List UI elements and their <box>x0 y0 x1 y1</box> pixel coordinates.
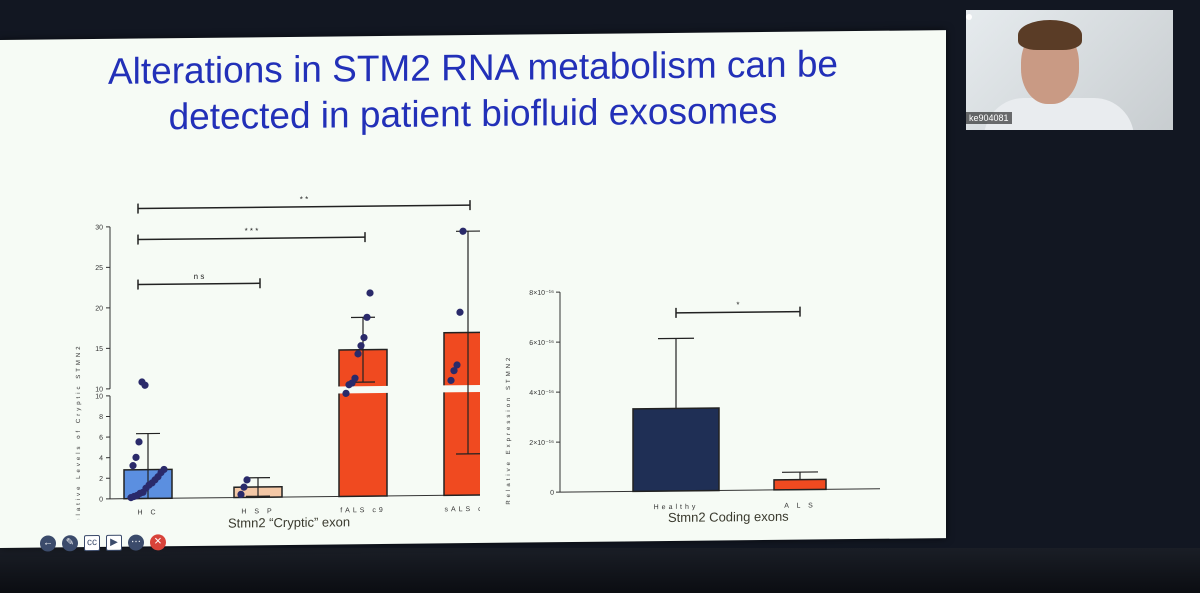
significance-label: * * <box>300 195 308 204</box>
y-tick-label: 20 <box>95 305 103 312</box>
data-point <box>450 367 458 375</box>
y-tick-label: 0 <box>99 496 103 503</box>
data-point <box>447 376 455 385</box>
bar-1 <box>773 478 827 491</box>
y-tick-label: 10 <box>95 386 103 393</box>
y-tick-label: 15 <box>95 346 103 353</box>
data-point <box>453 361 461 369</box>
pen-icon[interactable]: ✎ <box>62 535 78 552</box>
x-tick-label: A L S <box>784 502 815 509</box>
x-tick-label: H S P <box>241 508 274 515</box>
more-icon[interactable]: ⋯ <box>128 534 144 551</box>
data-point <box>141 381 149 389</box>
speaker-hair <box>1018 20 1082 50</box>
cryptic-exon-caption: Stmn2 “Cryptic” exon <box>228 514 351 531</box>
room-floor <box>0 548 1200 593</box>
significance-bracket <box>138 236 365 241</box>
webcam-label: ke904081 <box>966 112 1012 124</box>
slideshow-toolbar: ← ✎ cc ▶ ⋯ ✕ <box>40 534 166 552</box>
cc-icon[interactable]: cc <box>84 534 100 552</box>
x-tick-label: H C <box>137 509 158 516</box>
presentation-slide: Alterations in STM2 RNA metabolism can b… <box>0 30 946 552</box>
significance-label: * * * <box>245 226 259 235</box>
data-point <box>363 313 371 321</box>
bar-0 <box>632 407 720 493</box>
data-point <box>360 333 368 342</box>
y-tick-label: 25 <box>95 265 103 272</box>
data-point <box>129 462 137 470</box>
y-tick-label: 30 <box>95 224 103 231</box>
back-arrow-icon[interactable]: ← <box>40 535 56 552</box>
close-icon[interactable]: ✕ <box>150 534 166 551</box>
y-axis-label: Relative Expression STMN2 <box>506 355 512 505</box>
slide-title: Alterations in STM2 RNA metabolism can b… <box>0 40 946 142</box>
y-tick-label: 10 <box>95 393 103 400</box>
y-tick-label: 6 <box>99 435 103 442</box>
coding-exons-caption: Stmn2 Coding exons <box>668 508 789 526</box>
data-point <box>160 465 168 474</box>
video-off-icon[interactable]: ▶ <box>106 534 122 551</box>
data-point <box>456 308 464 316</box>
bar-3 <box>443 331 480 497</box>
significance-bracket <box>138 204 470 210</box>
x-axis <box>560 488 880 493</box>
axis-break-gap <box>442 384 480 393</box>
data-point <box>354 350 362 358</box>
x-tick-label: fALS c9 <box>340 507 386 514</box>
coding-exons-chart: 0 2×10⁻¹⁶ 4×10⁻¹⁶ 6×10⁻¹⁶ 8×10⁻¹⁶ Relative Ex… <box>506 290 880 511</box>
data-point <box>240 483 248 491</box>
recording-dot <box>966 14 972 20</box>
y-axis-label: Relative Levels of Cryptic STMN2 <box>76 343 82 519</box>
x-tick-label: Healthy <box>654 504 699 511</box>
y-tick-label: 2×10⁻¹⁶ <box>529 440 554 447</box>
data-point <box>342 389 350 397</box>
data-point <box>459 227 467 235</box>
y-tick-label: 2 <box>99 476 103 483</box>
data-point <box>135 438 143 446</box>
significance-bracket <box>676 310 800 314</box>
x-tick-label: sALS c9 <box>444 506 480 513</box>
webcam-feed: ke904081 <box>966 10 1173 130</box>
y-tick-label: 8×10⁻¹⁶ <box>529 290 554 297</box>
data-point <box>357 342 365 350</box>
data-point <box>243 476 251 484</box>
data-point <box>132 453 140 461</box>
significance-label: * <box>736 300 739 309</box>
y-tick-label: 4×10⁻¹⁶ <box>529 390 554 397</box>
y-tick-label: 4 <box>99 455 103 462</box>
data-point <box>351 374 359 382</box>
significance-label: n s <box>194 272 205 281</box>
y-tick-label: 6×10⁻¹⁶ <box>529 340 554 347</box>
data-point <box>237 490 245 498</box>
data-point <box>366 289 374 297</box>
significance-bracket <box>138 282 260 286</box>
y-tick-label: 8 <box>99 414 103 421</box>
y-tick-label: 0 <box>550 490 554 497</box>
